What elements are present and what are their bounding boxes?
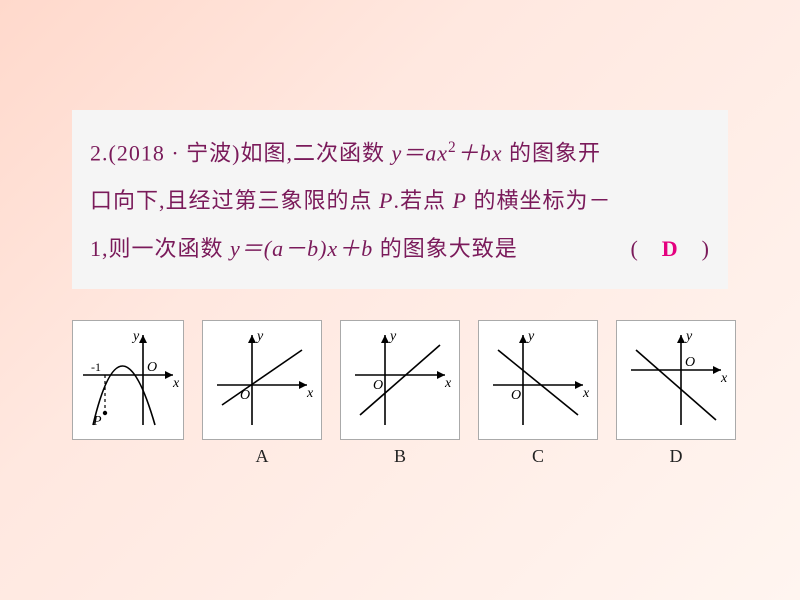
svg-text:O: O xyxy=(373,378,383,393)
answer: D xyxy=(662,236,679,261)
option-C: y x O C xyxy=(478,320,598,467)
option-A: y x O A xyxy=(202,320,322,467)
q-source: (2018 · 宁波) xyxy=(109,140,241,165)
svg-text:O: O xyxy=(511,388,521,403)
option-B-label: B xyxy=(394,446,406,467)
svg-text:O: O xyxy=(240,388,250,403)
option-A-label: A xyxy=(256,446,269,467)
p1: P xyxy=(379,188,393,213)
q-pre: 如图,二次函数 xyxy=(240,140,391,165)
svg-text:x: x xyxy=(306,386,314,401)
q-line2a: 口向下,且经过第三象限的点 xyxy=(90,188,379,213)
option-D: y x O D xyxy=(616,320,736,467)
eq1b: ＋bx xyxy=(457,140,503,165)
q-line3b: 的图象大致是 xyxy=(373,236,518,261)
paren-open: ( xyxy=(630,236,661,261)
svg-text:y: y xyxy=(255,329,264,344)
stem-neg1: -1 xyxy=(91,360,101,374)
option-D-panel: y x O xyxy=(616,320,736,440)
stem-y-label: y xyxy=(131,329,140,344)
stem-O-label: O xyxy=(147,360,157,375)
option-B: y x O B xyxy=(340,320,460,467)
q-mid1: 的图象开 xyxy=(503,140,602,165)
option-D-label: D xyxy=(670,446,683,467)
p2: P xyxy=(452,188,466,213)
svg-text:O: O xyxy=(685,355,695,370)
svg-text:x: x xyxy=(444,376,452,391)
svg-text:y: y xyxy=(526,329,535,344)
eq2: y＝(a－b)x＋b xyxy=(230,236,373,261)
paren-close: ) xyxy=(679,236,710,261)
paren: ( D ) xyxy=(630,225,710,273)
stem-diagram: y x O -1 P xyxy=(72,320,184,440)
question-box: 2.(2018 · 宁波)如图,二次函数 y＝ax2＋bx 的图象开 口向下,且… xyxy=(72,110,728,289)
svg-text:y: y xyxy=(684,329,693,344)
q-line3a: 1,则一次函数 xyxy=(90,236,230,261)
option-C-panel: y x O xyxy=(478,320,598,440)
q-line2c: 的横坐标为－ xyxy=(467,188,612,213)
stem-P: P xyxy=(92,414,102,429)
option-A-panel: y x O xyxy=(202,320,322,440)
stem-x-label: x xyxy=(172,376,180,391)
q-line2b: .若点 xyxy=(393,188,452,213)
q-num: 2. xyxy=(90,140,109,165)
eq1a: y＝ax xyxy=(392,140,449,165)
option-B-panel: y x O xyxy=(340,320,460,440)
diagram-row: y x O -1 P y x O A xyxy=(72,320,728,467)
svg-text:x: x xyxy=(582,386,590,401)
question-text: 2.(2018 · 宁波)如图,二次函数 y＝ax2＋bx 的图象开 口向下,且… xyxy=(90,124,710,273)
svg-text:x: x xyxy=(720,371,728,386)
svg-text:y: y xyxy=(388,329,397,344)
eq1exp: 2 xyxy=(448,139,457,156)
option-C-label: C xyxy=(532,446,544,467)
